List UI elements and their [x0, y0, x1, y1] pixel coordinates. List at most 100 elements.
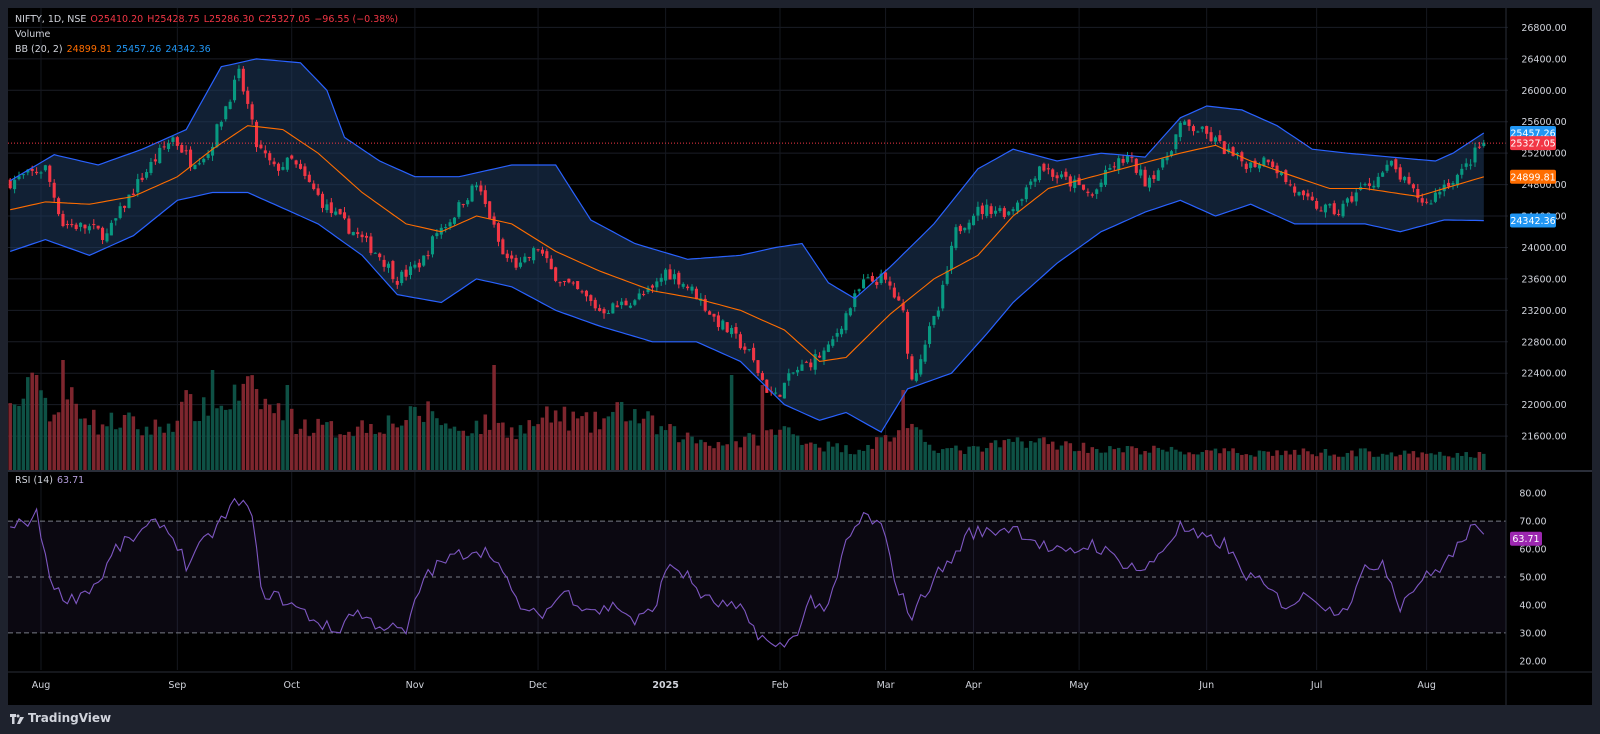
candle-body[interactable]	[241, 68, 245, 92]
candle-body[interactable]	[1090, 194, 1094, 196]
candle-body[interactable]	[70, 224, 74, 226]
candle-body[interactable]	[307, 174, 311, 183]
candle-body[interactable]	[782, 382, 786, 399]
candle-body[interactable]	[404, 269, 408, 277]
candle-body[interactable]	[1147, 177, 1152, 188]
candle-body[interactable]	[694, 288, 698, 300]
candle-body[interactable]	[1103, 169, 1108, 185]
candle-body[interactable]	[545, 251, 549, 259]
candle-body[interactable]	[1002, 208, 1006, 218]
candle-body[interactable]	[1130, 156, 1134, 158]
candle-body[interactable]	[1451, 183, 1455, 185]
candle-body[interactable]	[237, 68, 241, 79]
candle-body[interactable]	[1042, 163, 1046, 171]
candle-body[interactable]	[963, 227, 967, 231]
candle-body[interactable]	[364, 235, 369, 238]
candle-body[interactable]	[712, 313, 716, 317]
candle-body[interactable]	[774, 392, 778, 394]
candle-body[interactable]	[1235, 152, 1240, 155]
candle-body[interactable]	[127, 194, 131, 208]
candle-body[interactable]	[1473, 147, 1477, 163]
candle-body[interactable]	[268, 153, 272, 161]
candle-body[interactable]	[1433, 192, 1437, 202]
chart-svg[interactable]: 21600.00 22000.00 22400.00 22800.00 23200.00…	[8, 8, 1592, 705]
candle-body[interactable]	[892, 287, 896, 298]
candle-body[interactable]	[189, 149, 193, 167]
candle-body[interactable]	[167, 143, 171, 150]
candle-body[interactable]	[136, 179, 140, 193]
candle-body[interactable]	[1007, 211, 1011, 215]
candle-body[interactable]	[580, 291, 584, 293]
candle-body[interactable]	[690, 286, 694, 291]
candle-body[interactable]	[1059, 174, 1064, 178]
candle-body[interactable]	[659, 277, 663, 282]
candle-body[interactable]	[61, 213, 65, 226]
candle-body[interactable]	[950, 245, 954, 270]
candle-body[interactable]	[584, 290, 588, 297]
candle-body[interactable]	[382, 259, 386, 267]
candle-body[interactable]	[932, 315, 936, 325]
candle-body[interactable]	[206, 154, 210, 158]
candle-body[interactable]	[461, 204, 465, 206]
candle-body[interactable]	[246, 90, 250, 104]
candle-body[interactable]	[738, 334, 742, 349]
candle-body[interactable]	[369, 236, 373, 253]
candle-body[interactable]	[1425, 201, 1429, 203]
candle-body[interactable]	[131, 193, 135, 196]
candle-body[interactable]	[360, 234, 364, 238]
candlesticks[interactable]	[8, 65, 1486, 399]
candle-body[interactable]	[734, 327, 738, 334]
candle-body[interactable]	[642, 293, 646, 295]
candle-body[interactable]	[844, 313, 848, 331]
candle-body[interactable]	[875, 281, 879, 285]
candle-body[interactable]	[448, 222, 452, 227]
candle-body[interactable]	[1051, 169, 1055, 177]
candle-body[interactable]	[505, 253, 509, 259]
candle-body[interactable]	[1328, 204, 1332, 206]
candle-body[interactable]	[96, 225, 100, 229]
candle-body[interactable]	[1293, 186, 1297, 193]
candle-body[interactable]	[532, 248, 536, 261]
candle-body[interactable]	[536, 249, 540, 251]
candle-body[interactable]	[228, 101, 232, 109]
candle-body[interactable]	[835, 332, 839, 337]
candle-body[interactable]	[1310, 196, 1314, 201]
candle-body[interactable]	[466, 200, 470, 205]
symbol-name[interactable]: NIFTY, 1D, NSE	[15, 14, 87, 25]
candle-body[interactable]	[752, 347, 756, 361]
candle-body[interactable]	[426, 255, 430, 257]
candle-body[interactable]	[615, 305, 619, 308]
candle-body[interactable]	[1165, 156, 1169, 161]
candle-body[interactable]	[914, 373, 918, 381]
candle-body[interactable]	[496, 223, 501, 242]
candle-body[interactable]	[1306, 193, 1310, 197]
candle-body[interactable]	[510, 255, 514, 259]
candle-body[interactable]	[646, 287, 650, 293]
candle-body[interactable]	[620, 301, 624, 306]
candle-body[interactable]	[778, 394, 782, 397]
candle-body[interactable]	[1337, 213, 1341, 215]
candle-body[interactable]	[954, 227, 958, 249]
candle-body[interactable]	[386, 263, 391, 268]
candle-body[interactable]	[1477, 146, 1481, 148]
candle-body[interactable]	[1152, 175, 1156, 180]
rsi-pane[interactable]	[8, 497, 1506, 648]
chart-area[interactable]: 21600.00 22000.00 22400.00 22800.00 23200.00…	[8, 8, 1592, 705]
candle-body[interactable]	[1161, 158, 1165, 168]
candle-body[interactable]	[655, 281, 659, 288]
candle-body[interactable]	[1429, 203, 1433, 205]
candle-body[interactable]	[633, 300, 637, 305]
candle-body[interactable]	[804, 361, 808, 363]
candle-body[interactable]	[294, 160, 298, 165]
candle-body[interactable]	[1332, 203, 1336, 215]
candle-body[interactable]	[202, 158, 206, 163]
candle-body[interactable]	[589, 295, 593, 301]
candle-body[interactable]	[971, 215, 976, 226]
candle-body[interactable]	[87, 226, 91, 231]
candle-body[interactable]	[1363, 184, 1367, 186]
candle-body[interactable]	[1442, 184, 1446, 192]
candle-body[interactable]	[840, 328, 844, 335]
candle-body[interactable]	[1345, 198, 1349, 203]
candle-body[interactable]	[391, 261, 395, 280]
candle-body[interactable]	[316, 188, 320, 195]
